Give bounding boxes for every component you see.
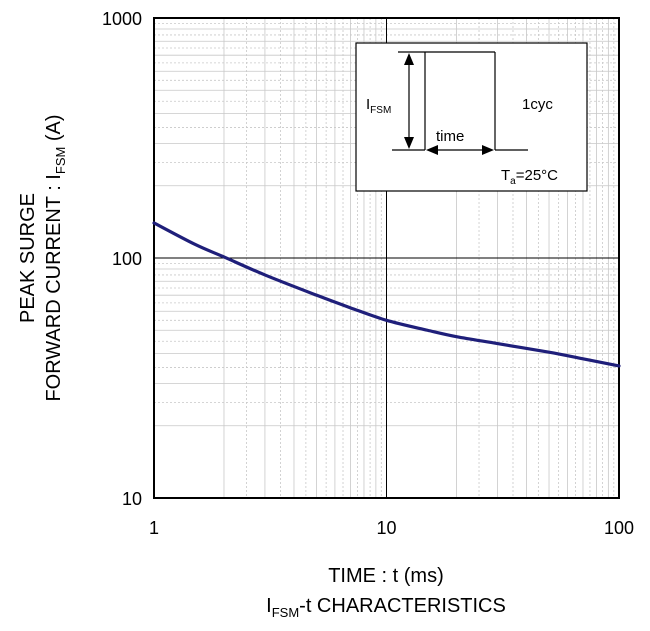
- series-layer: [152, 221, 621, 368]
- y-axis-title-line1: PEAK SURGE: [17, 193, 39, 323]
- waveform-inset: IFSM time 1cyc Ta=25°C: [355, 42, 588, 192]
- y-axis-title-line2: FORWARD CURRENT : IFSM (A): [43, 114, 68, 401]
- x-axis-title: TIME : t (ms): [328, 565, 444, 587]
- y-tick-label: 100: [112, 249, 142, 269]
- x-tick-label: 1: [149, 518, 159, 538]
- y-axis-title-line2-group: FORWARD CURRENT : IFSM (A): [43, 114, 68, 401]
- plot-frame: [153, 17, 620, 499]
- ifsm-arrow-up-icon: [404, 53, 414, 65]
- x-tick-label: 100: [604, 518, 634, 538]
- inset-cycle-label: 1cyc: [522, 96, 553, 113]
- inset-ifsm-label: IFSM: [366, 96, 391, 116]
- x-tick-label: 10: [376, 518, 396, 538]
- y-tick-label: 1000: [102, 9, 142, 29]
- inset-time-label: time: [436, 128, 464, 145]
- x-tick-labels: 1 10 100: [149, 518, 634, 538]
- inset-temperature-label: Ta=25°C: [501, 167, 558, 187]
- ifsm-curve-series: [152, 221, 621, 368]
- y-axis-title-line1-group: PEAK SURGE: [17, 193, 39, 323]
- chart-caption: IFSM-t CHARACTERISTICS: [266, 595, 506, 620]
- inset-box: [355, 42, 588, 192]
- y-tick-labels: 10 100 1000: [102, 9, 142, 509]
- time-arrow-left-icon: [426, 145, 438, 155]
- time-arrow-right-icon: [482, 145, 494, 155]
- y-tick-label: 10: [122, 489, 142, 509]
- ifsm-arrow-down-icon: [404, 137, 414, 149]
